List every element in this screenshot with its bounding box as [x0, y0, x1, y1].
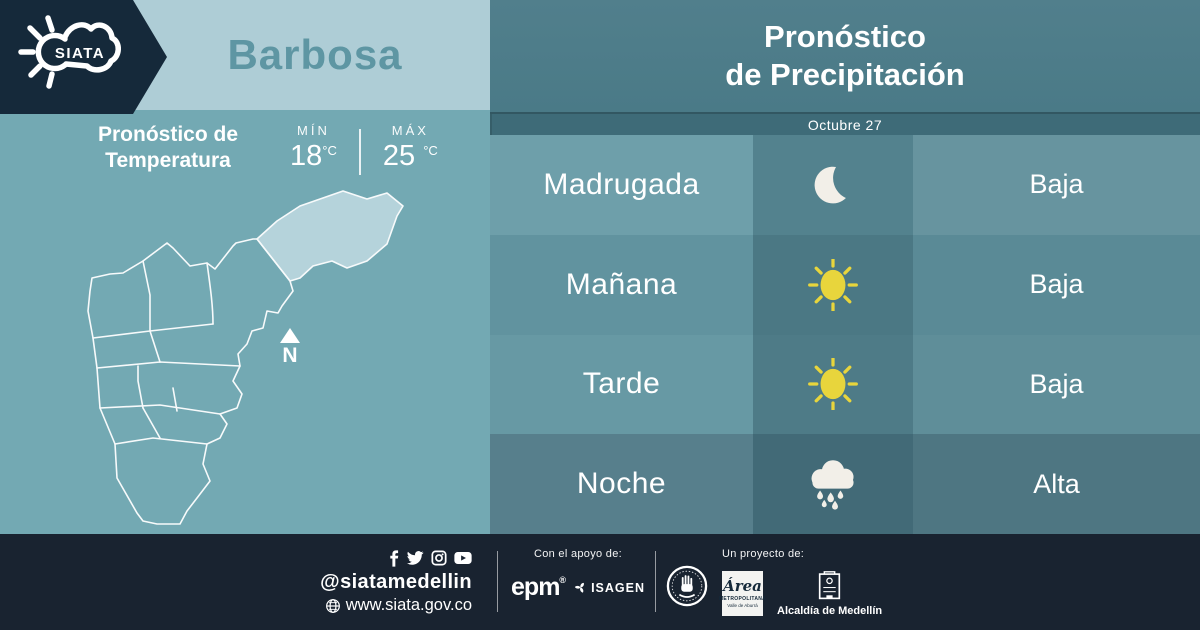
max-value: 25	[382, 140, 416, 173]
isagen-logo: ISAGEN	[573, 580, 645, 595]
period-label: Noche	[490, 434, 753, 534]
map-region-barbosa	[256, 190, 404, 282]
footer-divider-2	[655, 551, 656, 612]
area-metropolitana-logo: Área METROPOLITANA Valle de Aburrá	[719, 571, 766, 616]
temperature-max: MÁX 25 °C	[383, 123, 438, 173]
north-label: N	[282, 344, 298, 367]
logo-text: SIATA	[55, 45, 105, 62]
sun-icon	[753, 234, 913, 335]
forecast-row-noche: Noche Alta	[490, 434, 1200, 534]
period-label: Tarde	[490, 334, 753, 435]
support-label: Con el apoyo de:	[534, 548, 622, 560]
globe-icon	[325, 598, 340, 613]
max-label: MÁX	[391, 123, 429, 139]
footer: @siatamedellin www.siata.gov.co Con el a…	[0, 534, 1200, 630]
level-label: Baja	[913, 234, 1200, 335]
sun-cloud-icon	[18, 15, 121, 89]
website-link[interactable]: www.siata.gov.co	[345, 596, 472, 614]
map-outline	[87, 238, 294, 525]
min-label: MÍN	[297, 123, 330, 139]
level-label: Alta	[913, 434, 1200, 534]
min-max-divider	[358, 128, 361, 175]
moon-icon	[753, 135, 913, 235]
social-handle[interactable]: @siatamedellin	[320, 571, 472, 593]
precipitation-title-line2: de Precipitación	[725, 57, 965, 92]
alcaldia-logo: Alcaldía de Medellín	[777, 571, 882, 617]
rain-icon	[753, 434, 913, 534]
siata-logo: SIATA	[0, 0, 167, 114]
min-value: 18	[290, 140, 323, 173]
youtube-icon[interactable]	[454, 551, 472, 565]
twitter-icon[interactable]	[406, 550, 424, 566]
temperature-title: Pronóstico de Temperatura	[97, 123, 239, 173]
aburra-valley-map	[87, 190, 404, 525]
epm-logo: epm®	[511, 573, 566, 601]
support-block: Con el apoyo de: epm® ISAGEN	[511, 548, 645, 601]
level-label: Baja	[913, 334, 1200, 435]
precipitation-title-line1: Pronóstico	[764, 19, 926, 55]
social-block: @siatamedellin www.siata.gov.co	[320, 549, 472, 615]
forecast-row-tarde: Tarde Baja	[490, 334, 1200, 435]
forecast-row-madrugada: Madrugada Baja	[490, 135, 1200, 235]
project-block: Un proyecto de: Área METROPOLITANA Valle…	[719, 548, 882, 617]
max-unit: °C	[423, 143, 438, 159]
temperature-forecast: Pronóstico de Temperatura MÍN 18°C MÁX 2…	[68, 122, 438, 175]
forecast-row-manana: Mañana Baja	[490, 234, 1200, 335]
alcaldia-seal-icon	[818, 571, 841, 600]
period-label: Madrugada	[490, 135, 753, 235]
north-arrow-icon: N	[268, 328, 312, 368]
precipitation-panel: Pronóstico de Precipitación Octubre 27 M…	[490, 0, 1200, 534]
university-seal	[666, 565, 708, 607]
temperature-min: MÍN 18°C	[290, 123, 337, 173]
instagram-icon[interactable]	[431, 550, 447, 566]
facebook-icon[interactable]	[388, 549, 399, 567]
temperature-panel: Pronóstico de Temperatura MÍN 18°C MÁX 2…	[0, 110, 490, 534]
isagen-mark-icon	[574, 582, 584, 593]
min-unit: °C	[322, 143, 337, 159]
municipality-title: Barbosa	[227, 31, 403, 78]
forecast-date: Octubre 27	[490, 112, 1200, 135]
forecast-rows: Madrugada Baja Mañana	[490, 135, 1200, 534]
project-label: Un proyecto de:	[722, 548, 805, 560]
period-label: Mañana	[490, 234, 753, 335]
footer-divider-1	[497, 551, 498, 612]
level-label: Baja	[913, 135, 1200, 235]
precipitation-header: Pronóstico de Precipitación	[490, 0, 1200, 112]
sun-icon	[753, 334, 913, 435]
logo-flag-shape	[0, 0, 167, 114]
